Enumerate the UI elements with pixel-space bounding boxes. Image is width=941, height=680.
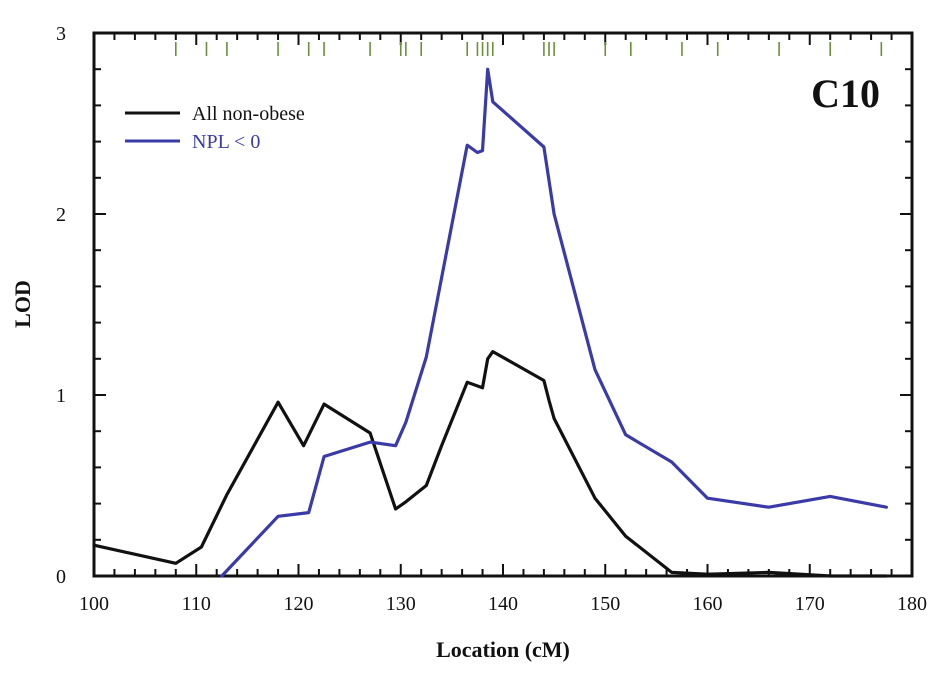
x-tick-label: 170	[795, 593, 825, 615]
x-tick-label: 130	[386, 593, 416, 615]
series-line-all-non-obese	[92, 350, 889, 578]
y-tick-label: 3	[56, 23, 66, 45]
x-tick-label: 160	[693, 593, 723, 615]
x-axis-title: Location (cM)	[436, 637, 570, 662]
tick-labels: 100 110 120 130 140 150 160 170 180 0 1 2 3	[56, 23, 927, 615]
x-tick-label: 110	[182, 593, 211, 615]
x-tick-label: 180	[897, 593, 927, 615]
x-tick-label: 140	[488, 593, 518, 615]
y-axis-title: LOD	[10, 280, 35, 328]
data-series	[92, 67, 889, 578]
y-tick-label: 0	[56, 566, 66, 588]
x-tick-label: 150	[590, 593, 620, 615]
panel-label: C10	[811, 71, 880, 116]
marker-ticks	[175, 42, 883, 56]
legend: All non-obese NPL < 0	[125, 103, 305, 153]
legend-label-all-non-obese: All non-obese	[192, 103, 305, 125]
series-line-npl-below-zero	[220, 67, 889, 578]
y-tick-label: 2	[56, 204, 66, 226]
legend-label-npl-below-zero: NPL < 0	[192, 131, 260, 153]
axis-ticks	[93, 32, 913, 577]
x-tick-label: 120	[284, 593, 314, 615]
y-tick-label: 1	[56, 385, 66, 407]
x-tick-label: 100	[79, 593, 109, 615]
